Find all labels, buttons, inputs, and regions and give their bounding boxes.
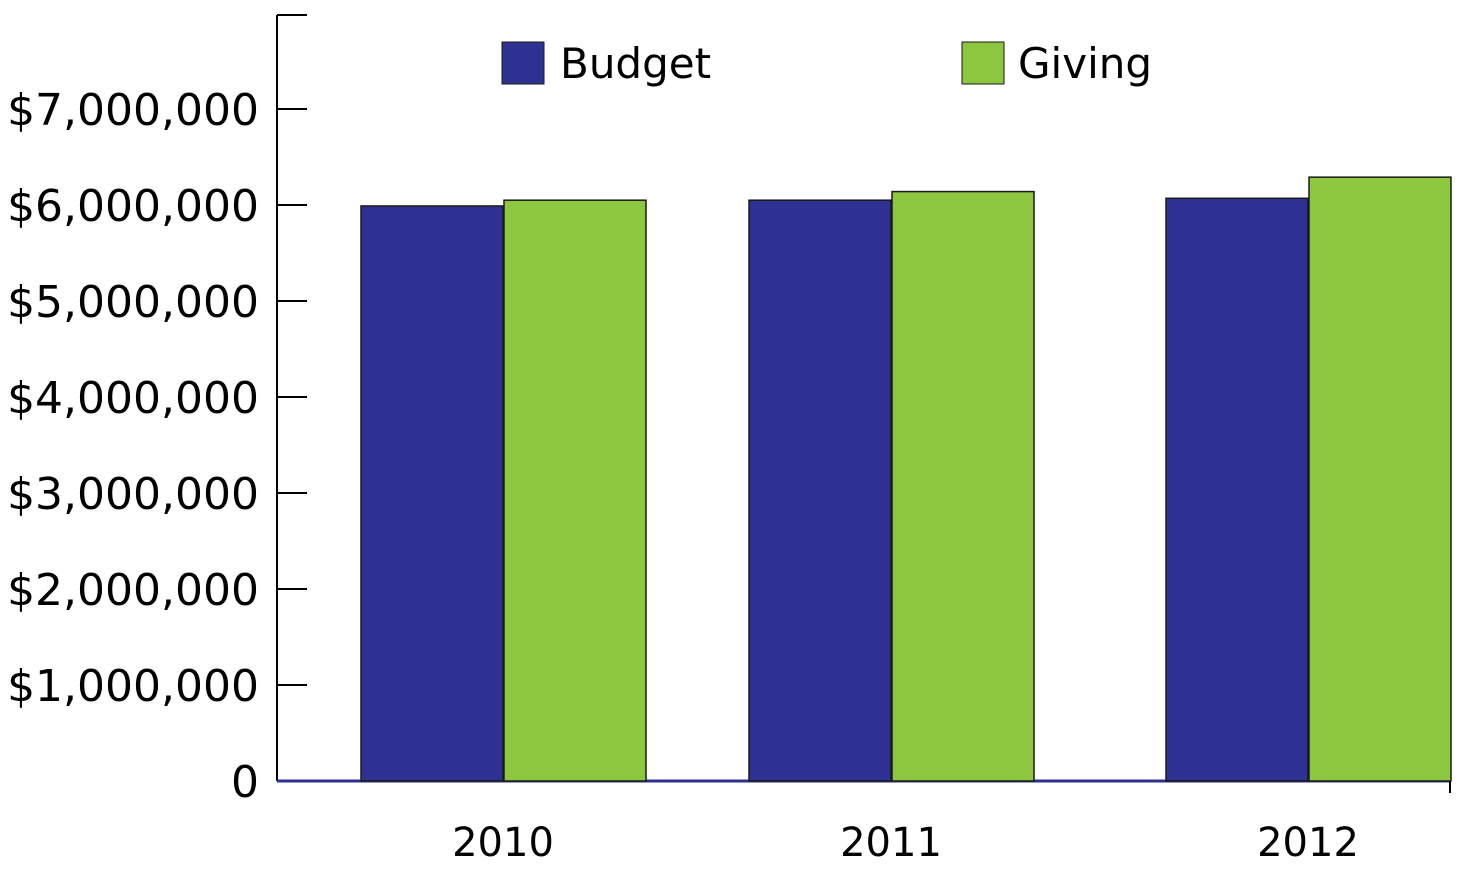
y-tick-label: $3,000,000 xyxy=(7,469,259,520)
legend-label-budget: Budget xyxy=(560,39,711,88)
y-tick-label: $6,000,000 xyxy=(7,181,259,232)
x-category-label: 2012 xyxy=(1257,820,1359,866)
bars xyxy=(360,176,1452,782)
y-tick-label: $2,000,000 xyxy=(7,565,259,616)
bar-giving-2012 xyxy=(1308,176,1452,782)
y-tick-label: $5,000,000 xyxy=(7,277,259,328)
bar-budget-2010 xyxy=(360,205,504,782)
legend: Budget Giving xyxy=(501,39,1152,88)
bar-giving-2010 xyxy=(503,199,647,782)
legend-label-giving: Giving xyxy=(1018,39,1152,88)
y-tick-label: $7,000,000 xyxy=(7,85,259,136)
x-category-label: 2011 xyxy=(840,820,942,866)
legend-swatch-giving xyxy=(961,41,1005,85)
bar-budget-2012 xyxy=(1165,197,1309,782)
labels: 0 $1,000,000 $2,000,000 $3,000,000 $4,000,00… xyxy=(7,85,1359,866)
bar-budget-2011 xyxy=(748,199,892,782)
legend-swatch-budget xyxy=(501,41,545,85)
y-tick-label: $4,000,000 xyxy=(7,373,259,424)
y-tick-label: 0 xyxy=(231,757,259,808)
bar-giving-2011 xyxy=(891,190,1035,782)
y-tick-label: $1,000,000 xyxy=(7,661,259,712)
x-category-label: 2010 xyxy=(452,820,554,866)
